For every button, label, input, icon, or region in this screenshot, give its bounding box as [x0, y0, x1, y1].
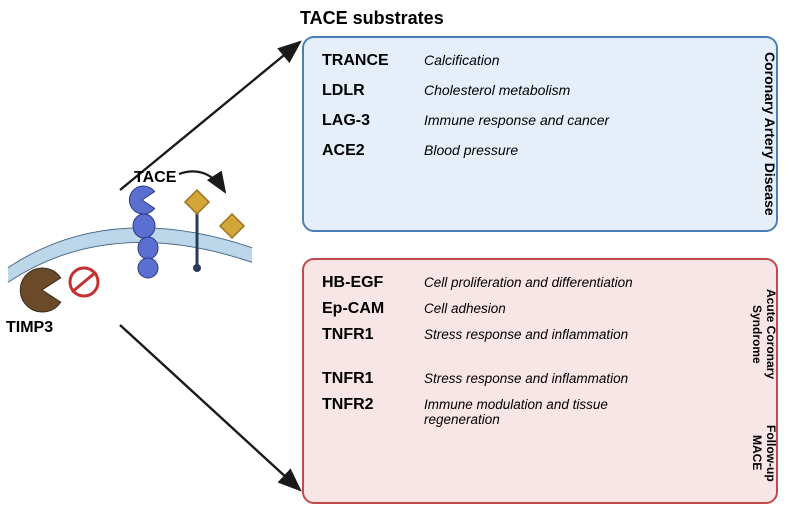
- substrate-name: Ep-CAM: [322, 300, 408, 318]
- substrate-desc: Blood pressure: [424, 142, 666, 158]
- substrate-row: LDLR Cholesterol metabolism: [322, 82, 666, 100]
- panel-vertical-label: Follow-up MACE: [756, 408, 778, 498]
- substrate-row: TNFR1 Stress response and inflammation: [322, 370, 666, 388]
- substrate-name: LAG-3: [322, 112, 408, 130]
- substrate-name: TNFR2: [322, 396, 408, 414]
- substrate-desc: Stress response and inflammation: [424, 371, 666, 386]
- substrate-row: TRANCE Calcification: [322, 52, 666, 70]
- substrate-name: LDLR: [322, 82, 408, 100]
- panel-vertical-label: Coronary Artery Disease: [756, 46, 778, 222]
- substrate-row: TNFR1 Stress response and inflammation: [322, 326, 666, 344]
- substrate-row: LAG-3 Immune response and cancer: [322, 112, 666, 130]
- substrate-row: ACE2 Blood pressure: [322, 142, 666, 160]
- substrate-desc: Calcification: [424, 52, 666, 68]
- substrate-desc: Stress response and inflammation: [424, 327, 666, 342]
- substrate-name: ACE2: [322, 142, 408, 160]
- substrate-name: TNFR1: [322, 326, 408, 344]
- tace-label: TACE: [134, 169, 176, 187]
- substrate-desc: Immune modulation and tissue regeneratio…: [424, 397, 666, 427]
- substrate-desc: Immune response and cancer: [424, 112, 666, 128]
- substrate-row: TNFR2 Immune modulation and tissue regene…: [322, 396, 666, 427]
- substrate-desc: Cholesterol metabolism: [424, 82, 666, 98]
- substrate-desc: Cell proliferation and differentiation: [424, 275, 666, 290]
- acs-panel: HB-EGF Cell proliferation and differentia…: [302, 258, 778, 504]
- panel-vertical-label: Acute Coronary Syndrome: [756, 264, 778, 404]
- timp3-label: TIMP3: [6, 319, 53, 337]
- substrate-row: HB-EGF Cell proliferation and differentia…: [322, 274, 666, 292]
- substrate-name: TRANCE: [322, 52, 408, 70]
- substrate-row: Ep-CAM Cell adhesion: [322, 300, 666, 318]
- substrate-name: TNFR1: [322, 370, 408, 388]
- cad-panel: TRANCE Calcification LDLR Cholesterol metab…: [302, 36, 778, 232]
- substrate-desc: Cell adhesion: [424, 301, 666, 316]
- substrate-name: HB-EGF: [322, 274, 408, 292]
